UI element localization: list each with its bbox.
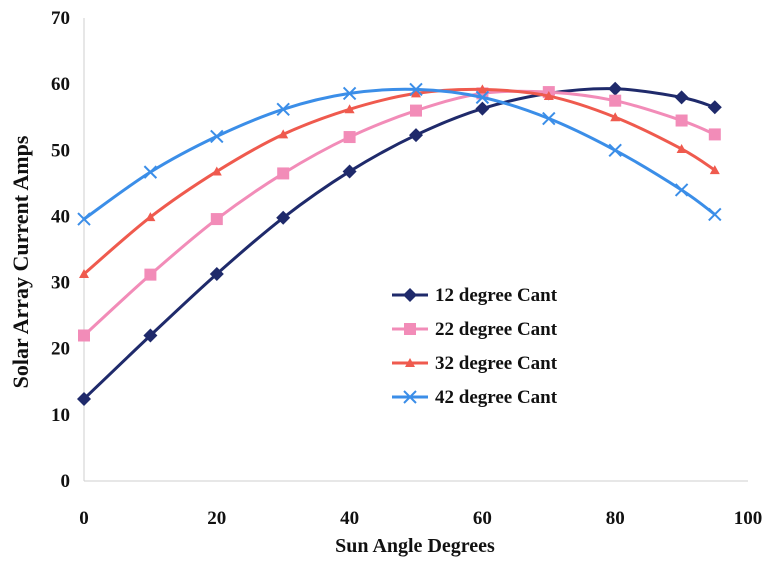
data-point [77, 212, 91, 226]
legend-item: 12 degree Cant [392, 285, 558, 306]
data-point [79, 268, 89, 278]
data-point [276, 210, 291, 225]
legend-label: 42 degree Cant [435, 387, 558, 408]
y-tick-label: 60 [51, 74, 70, 95]
data-point [542, 111, 556, 126]
data-point [708, 207, 722, 222]
data-point [210, 213, 223, 226]
series-4 [77, 82, 722, 226]
x-tick-label: 40 [340, 508, 359, 529]
data-point [674, 90, 689, 105]
data-point [409, 128, 423, 143]
y-tick-labels: 0 10 20 30 40 50 60 70 [51, 8, 70, 492]
data-point [674, 183, 689, 197]
data-point [143, 328, 158, 343]
data-point [143, 165, 158, 179]
legend-label: 22 degree Cant [435, 319, 558, 340]
data-point [707, 100, 722, 115]
data-point [77, 391, 91, 406]
legend-marker [403, 390, 417, 404]
axes [83, 18, 748, 482]
data-point [610, 112, 621, 122]
data-point [144, 268, 157, 281]
y-tick-label: 50 [51, 140, 70, 161]
data-point [708, 128, 721, 141]
data-point [145, 212, 156, 222]
data-point [608, 143, 622, 157]
data-point [277, 167, 290, 180]
data-point [410, 104, 422, 117]
legend-marker [405, 358, 415, 367]
data-point [344, 104, 355, 114]
data-point [211, 166, 222, 176]
data-point [675, 114, 688, 127]
data-point [543, 91, 554, 101]
legend-label: 12 degree Cant [435, 285, 558, 306]
data-point [209, 266, 224, 281]
data-point [411, 88, 421, 98]
y-tick-label: 70 [51, 8, 70, 29]
y-tick-label: 10 [51, 405, 70, 426]
data-point [210, 129, 224, 144]
legend-marker [404, 323, 416, 335]
x-tick-labels: 0 20 40 60 80 100 [79, 508, 762, 529]
data-point [409, 82, 423, 97]
data-point [342, 164, 357, 179]
legend-label: 32 degree Cant [435, 353, 558, 374]
legend-item: 42 degree Cant [392, 387, 558, 408]
series-3 [79, 84, 720, 278]
x-tick-label: 100 [734, 508, 763, 529]
data-point [343, 131, 356, 144]
y-tick-label: 40 [51, 206, 70, 227]
data-point [78, 329, 90, 342]
x-tick-label: 20 [207, 508, 226, 529]
series-2 [78, 86, 721, 342]
data-point [609, 94, 622, 107]
data-point [475, 101, 490, 116]
y-tick-label: 30 [51, 273, 70, 294]
y-axis-title: Solar Array Current Amps [8, 135, 33, 388]
legend-item: 22 degree Cant [392, 319, 558, 340]
data-point [278, 129, 289, 139]
x-tick-label: 60 [473, 508, 492, 529]
series-line [82, 89, 716, 337]
series-1 [77, 81, 722, 406]
data-point [477, 84, 488, 94]
data-point [676, 143, 687, 153]
data-point [342, 86, 357, 101]
x-tick-label: 80 [606, 508, 625, 529]
legend: 12 degree Cant 22 degree Cant 32 degree Ca… [392, 285, 558, 408]
y-tick-label: 20 [51, 339, 70, 360]
series-layer [77, 81, 722, 406]
x-axis-title: Sun Angle Degrees [335, 535, 495, 557]
data-point [276, 102, 290, 116]
data-point [709, 165, 720, 175]
x-tick-label: 0 [79, 508, 89, 529]
series-line [82, 87, 716, 401]
data-point [475, 90, 490, 105]
legend-item: 32 degree Cant [392, 353, 558, 374]
data-point [608, 81, 623, 96]
y-tick-label: 0 [61, 471, 71, 492]
legend-marker [403, 288, 417, 302]
